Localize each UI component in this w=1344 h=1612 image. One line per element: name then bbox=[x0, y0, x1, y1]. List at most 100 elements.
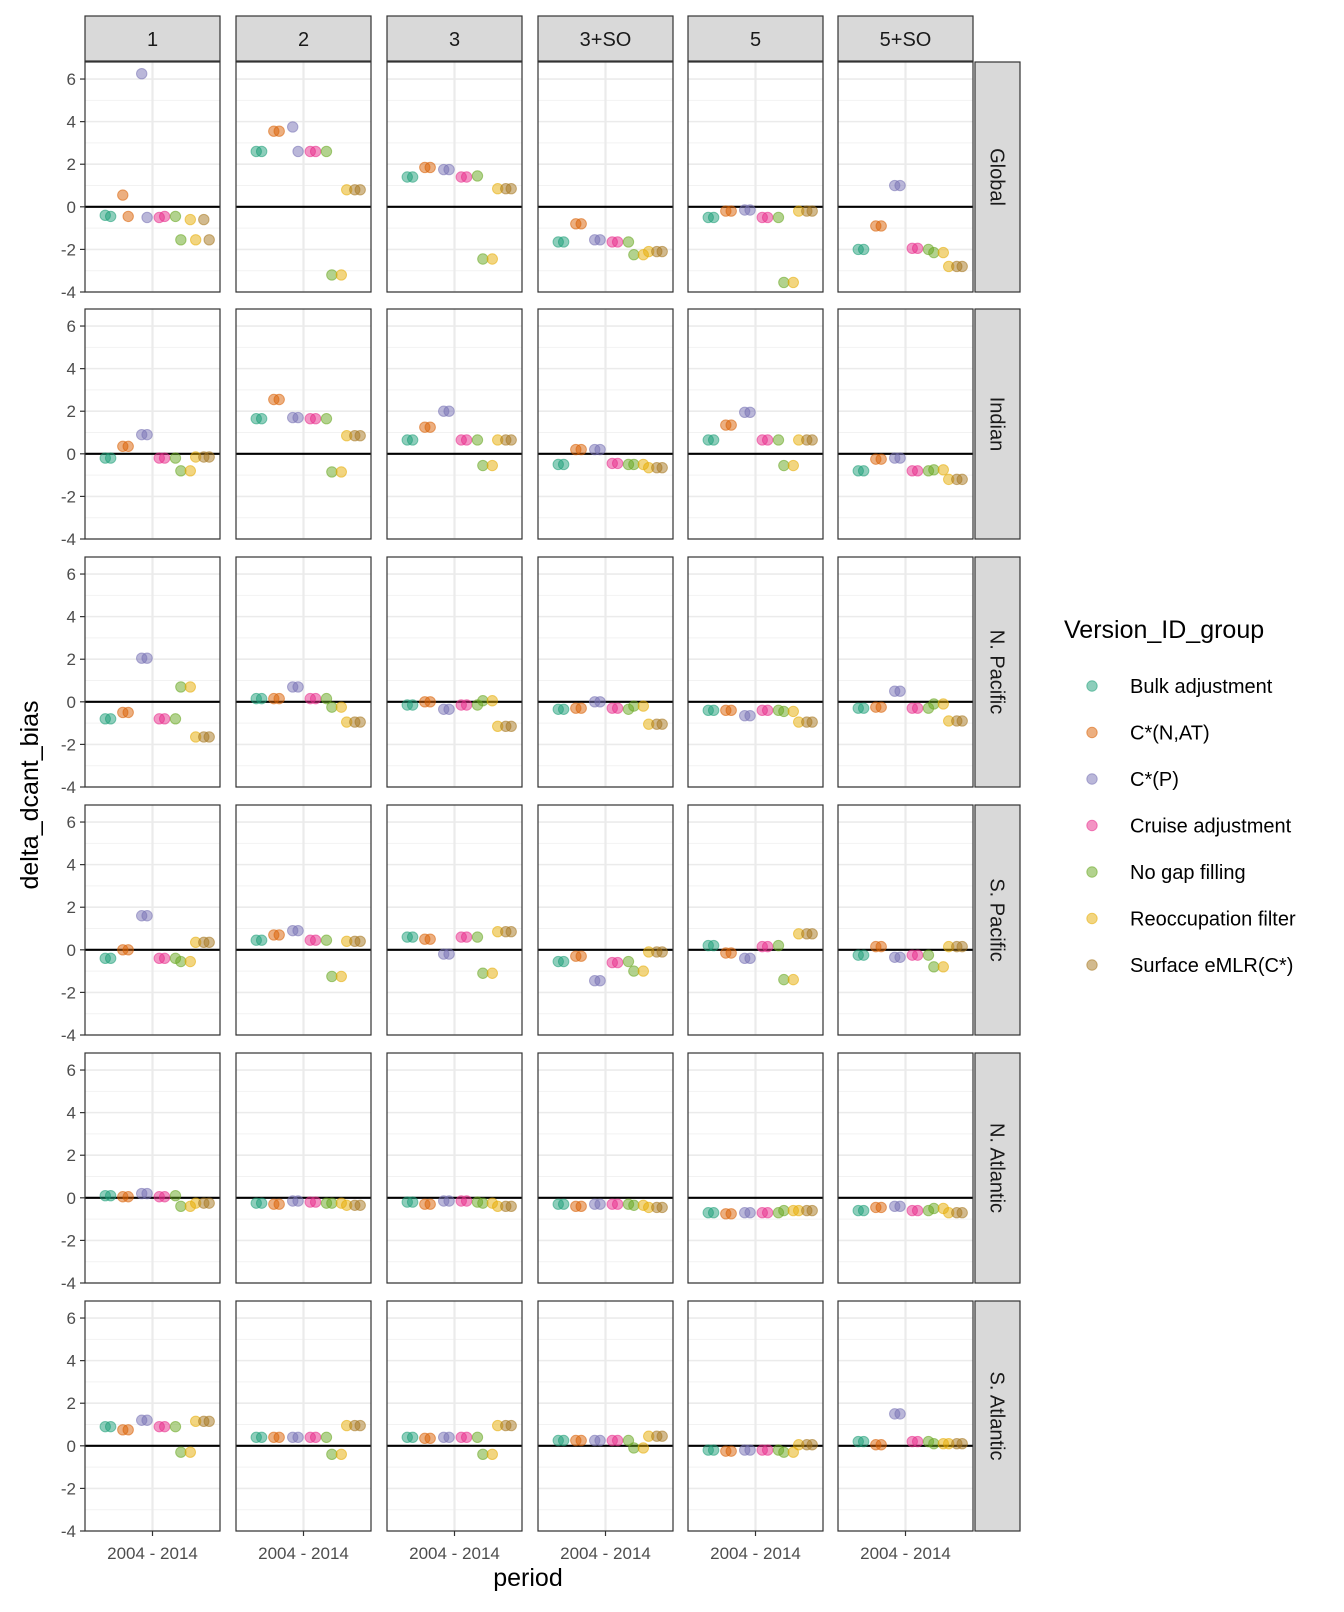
data-point bbox=[122, 440, 134, 453]
data-point bbox=[104, 713, 117, 725]
facet-panel bbox=[84, 1300, 221, 1532]
data-point bbox=[956, 940, 968, 953]
data-point bbox=[594, 1198, 606, 1210]
y-tick-label: -2 bbox=[61, 1479, 76, 1498]
data-point bbox=[203, 936, 215, 949]
data-point bbox=[354, 935, 366, 947]
data-point bbox=[320, 412, 333, 425]
data-point bbox=[628, 1442, 640, 1454]
data-point bbox=[460, 699, 473, 711]
data-point bbox=[875, 453, 887, 465]
data-point bbox=[443, 703, 455, 715]
data-point bbox=[806, 1204, 818, 1217]
data-point bbox=[787, 705, 799, 718]
data-point bbox=[806, 434, 818, 446]
data-point bbox=[937, 961, 949, 973]
y-tick-label: 4 bbox=[67, 1352, 76, 1371]
x-tick-label: 2004 - 2014 bbox=[409, 1544, 500, 1563]
data-point bbox=[857, 1435, 870, 1448]
data-point bbox=[622, 955, 635, 968]
data-point bbox=[255, 1431, 268, 1443]
data-point bbox=[184, 955, 197, 968]
data-point bbox=[104, 1420, 117, 1433]
legend-entry: Bulk adjustment bbox=[1086, 676, 1273, 698]
data-point bbox=[761, 1444, 774, 1456]
y-tick-label: 6 bbox=[67, 1309, 76, 1328]
data-point bbox=[273, 393, 285, 406]
facet-panel bbox=[84, 556, 221, 788]
row-strip-label: N. Atlantic bbox=[986, 1123, 1008, 1213]
facet-panel bbox=[537, 1052, 674, 1284]
col-strip bbox=[837, 15, 974, 62]
data-point bbox=[477, 1448, 489, 1461]
data-point bbox=[707, 939, 720, 952]
legend-entry: Surface eMLR(C*) bbox=[1086, 955, 1293, 977]
data-point bbox=[443, 405, 455, 417]
data-point bbox=[158, 1420, 171, 1433]
y-tick-label: 6 bbox=[67, 813, 76, 832]
row-strip bbox=[974, 308, 1021, 540]
data-point bbox=[309, 412, 322, 425]
data-point bbox=[656, 946, 668, 958]
data-point bbox=[575, 218, 587, 230]
data-point bbox=[320, 692, 333, 705]
data-point bbox=[292, 924, 304, 937]
data-point bbox=[175, 1446, 187, 1458]
y-tick-label: 0 bbox=[67, 1189, 76, 1208]
data-point bbox=[169, 1189, 182, 1202]
panel-border bbox=[537, 308, 674, 540]
col-strip-label: 5 bbox=[750, 29, 761, 51]
legend-key bbox=[1086, 959, 1098, 971]
data-point bbox=[894, 452, 906, 464]
data-point bbox=[928, 246, 940, 259]
facet-panel bbox=[235, 556, 372, 788]
data-point bbox=[806, 1439, 818, 1451]
panel-border bbox=[687, 556, 824, 788]
facet-panel bbox=[386, 308, 523, 540]
x-tick-label: 2004 - 2014 bbox=[560, 1544, 651, 1563]
data-point bbox=[956, 473, 968, 486]
data-point bbox=[928, 464, 940, 476]
y-tick-label: 0 bbox=[67, 1437, 76, 1456]
panel-border bbox=[837, 61, 974, 293]
data-point bbox=[956, 715, 968, 727]
data-point bbox=[292, 411, 304, 424]
legend-label: Reoccupation filter bbox=[1130, 909, 1296, 931]
data-point bbox=[122, 210, 134, 223]
data-point bbox=[335, 1448, 347, 1461]
panel-border bbox=[386, 556, 523, 788]
data-point bbox=[255, 1197, 268, 1209]
panel-border bbox=[235, 556, 372, 788]
data-point bbox=[761, 434, 774, 446]
facet-panel bbox=[386, 556, 523, 788]
facet-panel bbox=[837, 556, 974, 788]
data-point bbox=[326, 269, 338, 281]
data-point bbox=[772, 211, 785, 224]
facet-panel bbox=[837, 1052, 974, 1284]
y-tick-label: 4 bbox=[67, 1104, 76, 1123]
legend-key bbox=[1086, 866, 1098, 878]
data-point bbox=[956, 260, 968, 273]
data-point bbox=[477, 695, 489, 707]
data-point bbox=[273, 692, 285, 705]
data-point bbox=[505, 1419, 517, 1432]
y-tick-label: -4 bbox=[61, 283, 76, 302]
data-point bbox=[190, 234, 202, 246]
data-point bbox=[104, 210, 117, 223]
facet-panel bbox=[386, 804, 523, 1036]
panel-border bbox=[386, 308, 523, 540]
row-strip bbox=[974, 61, 1021, 293]
data-point bbox=[175, 465, 187, 477]
data-point bbox=[169, 452, 182, 464]
data-point bbox=[443, 163, 455, 176]
data-point bbox=[594, 1434, 606, 1447]
data-point bbox=[471, 931, 484, 943]
data-point bbox=[937, 464, 949, 476]
data-point bbox=[477, 967, 489, 979]
data-point bbox=[486, 253, 498, 265]
data-point bbox=[460, 1195, 473, 1207]
data-point bbox=[806, 928, 818, 940]
data-point bbox=[486, 695, 498, 707]
row-strip-label: S. Pacific bbox=[986, 878, 1008, 961]
